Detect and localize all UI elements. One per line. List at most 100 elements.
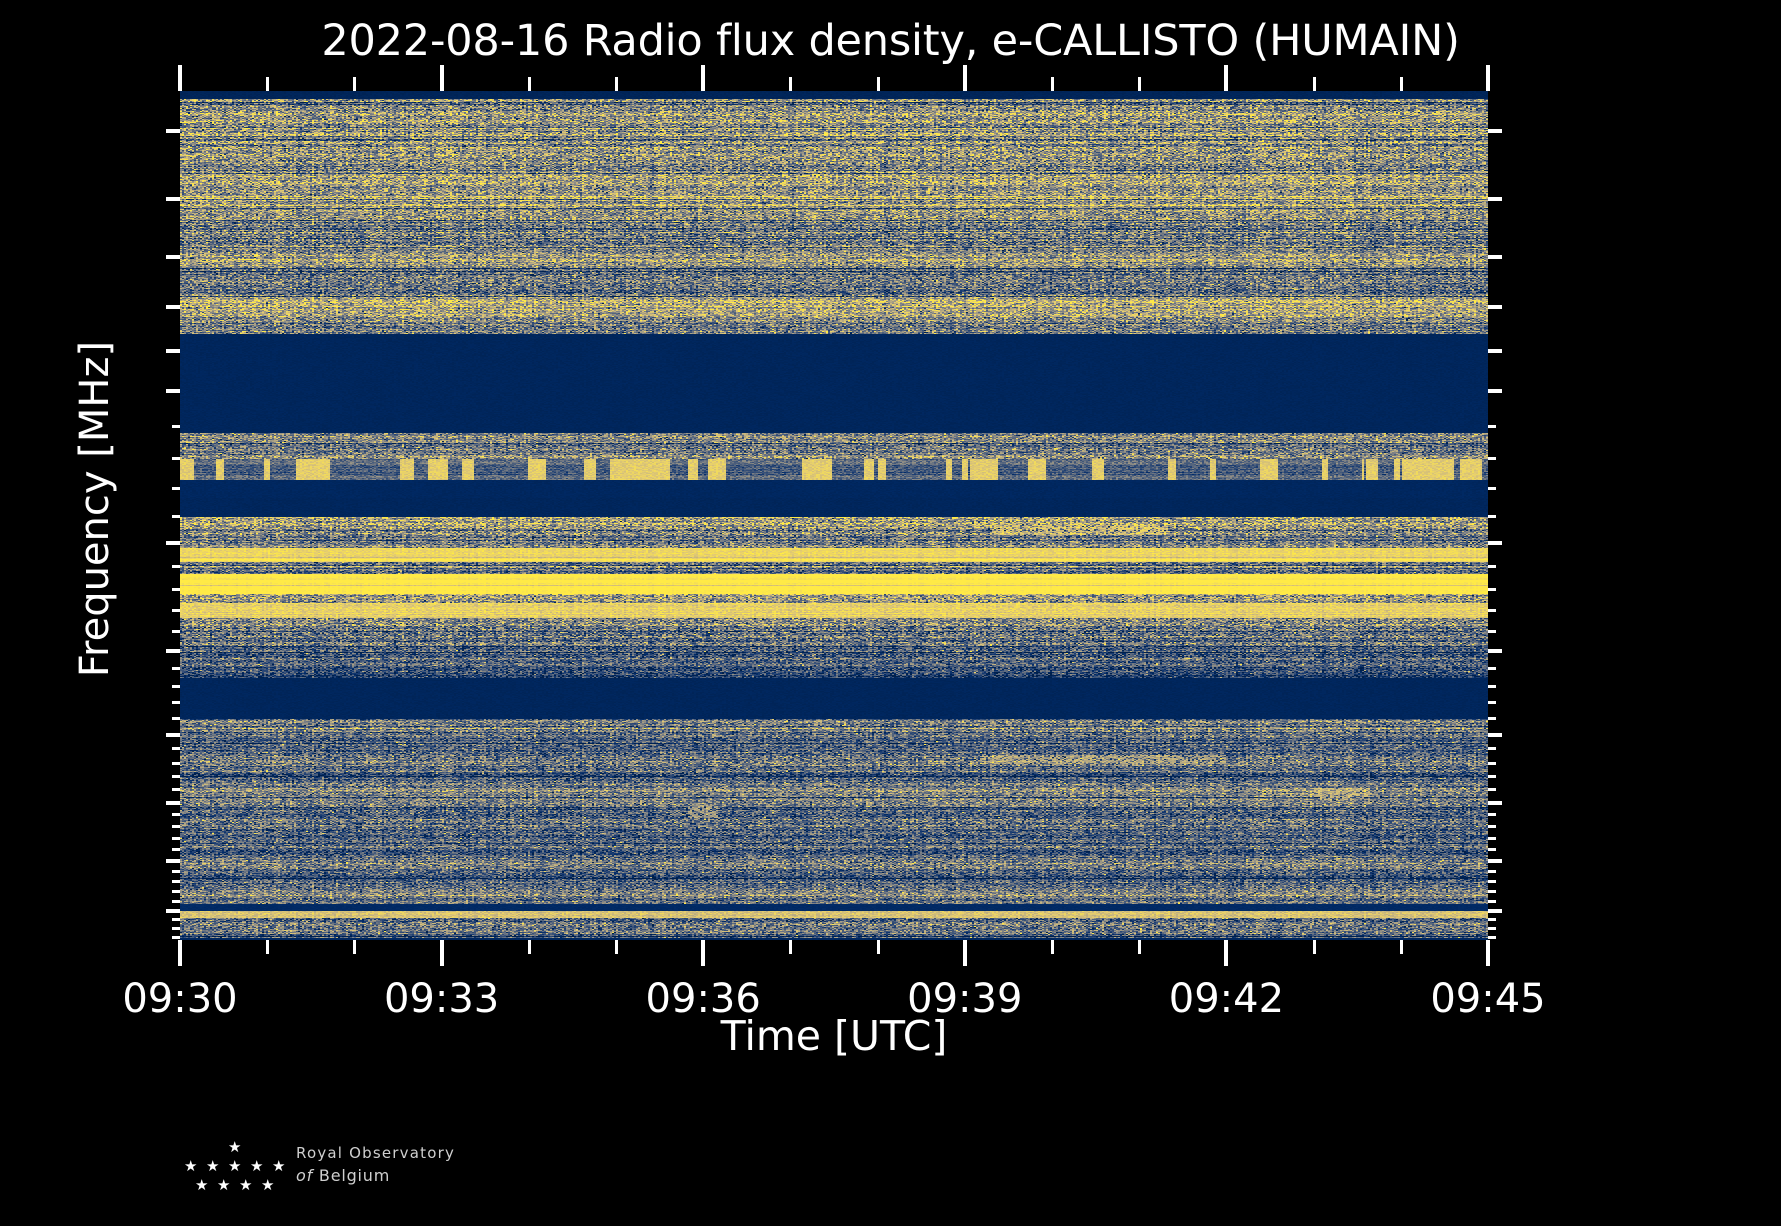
y-tick-mark-right <box>1488 667 1496 671</box>
y-tick-mark-right <box>1488 587 1496 591</box>
x-tick-label: 09:39 <box>907 976 1023 1022</box>
logo-text: Royal Observatory of Belgium <box>296 1144 455 1185</box>
y-tick-mark <box>172 836 180 840</box>
x-tick-mark <box>527 940 531 954</box>
y-tick-mark <box>172 667 180 671</box>
spectrogram-axes[interactable] <box>180 91 1488 940</box>
y-tick-mark <box>172 775 180 779</box>
y-tick-mark-right <box>1488 788 1496 792</box>
y-tick-mark <box>172 825 180 829</box>
y-tick-mark <box>172 879 180 883</box>
y-tick-mark-right <box>1488 747 1496 751</box>
y-tick-mark-right <box>1488 717 1496 721</box>
star-icon: ★ <box>184 1157 198 1175</box>
x-tick-mark <box>178 940 182 966</box>
y-tick-mark-right <box>1488 254 1502 259</box>
y-tick-mark <box>172 813 180 817</box>
y-tick-mark <box>172 761 180 765</box>
x-tick-label: 09:30 <box>122 976 238 1022</box>
y-tick-mark-right <box>1488 869 1496 873</box>
star-icon: ★ <box>228 1157 242 1175</box>
star-icon: ★ <box>250 1157 264 1175</box>
eu-stars-icon: ★ ★ ★ ★ ★ ★ ★ ★ ★ ★ <box>178 1136 288 1198</box>
y-tick-mark <box>172 457 180 461</box>
x-tick-mark <box>615 940 618 954</box>
star-icon: ★ <box>206 1157 220 1175</box>
y-tick-mark <box>166 349 180 354</box>
y-tick-mark <box>172 869 180 873</box>
x-tick-mark-top <box>178 65 182 91</box>
x-tick-mark <box>266 940 270 954</box>
x-tick-mark <box>439 940 444 966</box>
y-tick-mark <box>172 747 180 751</box>
y-tick-mark <box>166 732 180 737</box>
x-tick-mark-top <box>353 77 357 91</box>
x-tick-mark <box>1486 940 1490 966</box>
y-tick-mark <box>172 684 180 688</box>
x-tick-mark <box>353 940 357 954</box>
y-tick-mark-right <box>1488 684 1496 688</box>
y-tick-mark-right <box>1488 629 1496 633</box>
x-tick-mark-top <box>439 65 444 91</box>
x-tick-mark-top <box>789 77 793 91</box>
y-tick-mark <box>172 889 180 893</box>
spectrogram-canvas <box>180 91 1488 940</box>
y-tick-mark-right <box>1488 909 1502 914</box>
x-tick-mark-top <box>1224 65 1229 91</box>
y-tick-mark <box>172 487 180 491</box>
x-tick-mark <box>789 940 793 954</box>
y-tick-mark <box>172 927 180 931</box>
y-tick-mark <box>172 424 180 428</box>
y-tick-mark-right <box>1488 761 1496 765</box>
x-tick-label: 09:42 <box>1168 976 1285 1022</box>
y-tick-mark <box>166 648 180 653</box>
y-tick-mark-right <box>1488 899 1496 903</box>
y-tick-mark <box>172 629 180 633</box>
y-tick-mark <box>166 128 180 133</box>
x-tick-mark-top <box>1138 77 1142 91</box>
x-tick-mark-top <box>1486 65 1490 91</box>
y-tick-mark-right <box>1488 196 1502 201</box>
y-tick-mark-right <box>1488 927 1496 931</box>
y-tick-mark <box>166 540 180 545</box>
x-tick-mark-top <box>962 65 967 91</box>
y-tick-mark <box>172 717 180 721</box>
y-tick-mark <box>172 848 180 852</box>
star-icon: ★ <box>272 1157 286 1175</box>
x-tick-mark-top <box>1312 77 1316 91</box>
x-tick-mark <box>1312 940 1316 954</box>
x-tick-mark-top <box>615 77 618 91</box>
logo-of-word: of <box>296 1166 314 1185</box>
y-tick-mark <box>172 788 180 792</box>
y-tick-mark-right <box>1488 848 1496 852</box>
y-tick-mark-right <box>1488 858 1502 863</box>
star-icon: ★ <box>217 1176 231 1194</box>
star-icon: ★ <box>261 1176 275 1194</box>
y-tick-mark-right <box>1488 732 1502 737</box>
y-tick-mark <box>172 587 180 591</box>
y-axis-label: Frequency [MHz] <box>72 340 118 678</box>
x-axis-label: Time [UTC] <box>720 1012 948 1060</box>
logo-line-2: of Belgium <box>296 1166 455 1185</box>
y-tick-mark <box>172 515 180 519</box>
x-tick-mark-top <box>1051 77 1054 91</box>
y-tick-mark-right <box>1488 936 1496 940</box>
y-tick-mark-right <box>1488 701 1496 705</box>
x-tick-mark <box>876 940 880 954</box>
y-tick-mark-right <box>1488 836 1496 840</box>
x-tick-label: 09:36 <box>645 976 761 1022</box>
y-tick-mark-right <box>1488 515 1496 519</box>
y-tick-mark-right <box>1488 879 1496 883</box>
royal-observatory-logo: ★ ★ ★ ★ ★ ★ ★ ★ ★ ★ Royal Observatory of Belgium <box>178 1136 598 1208</box>
y-tick-mark-right <box>1488 813 1496 817</box>
star-icon: ★ <box>195 1176 209 1194</box>
x-tick-label: 09:33 <box>383 976 500 1022</box>
logo-belgium-word: Belgium <box>318 1166 391 1185</box>
y-tick-mark <box>166 254 180 259</box>
y-tick-mark <box>166 196 180 201</box>
y-tick-mark-right <box>1488 487 1496 491</box>
star-icon: ★ <box>239 1176 253 1194</box>
x-tick-mark <box>701 940 706 966</box>
y-tick-mark <box>172 565 180 569</box>
